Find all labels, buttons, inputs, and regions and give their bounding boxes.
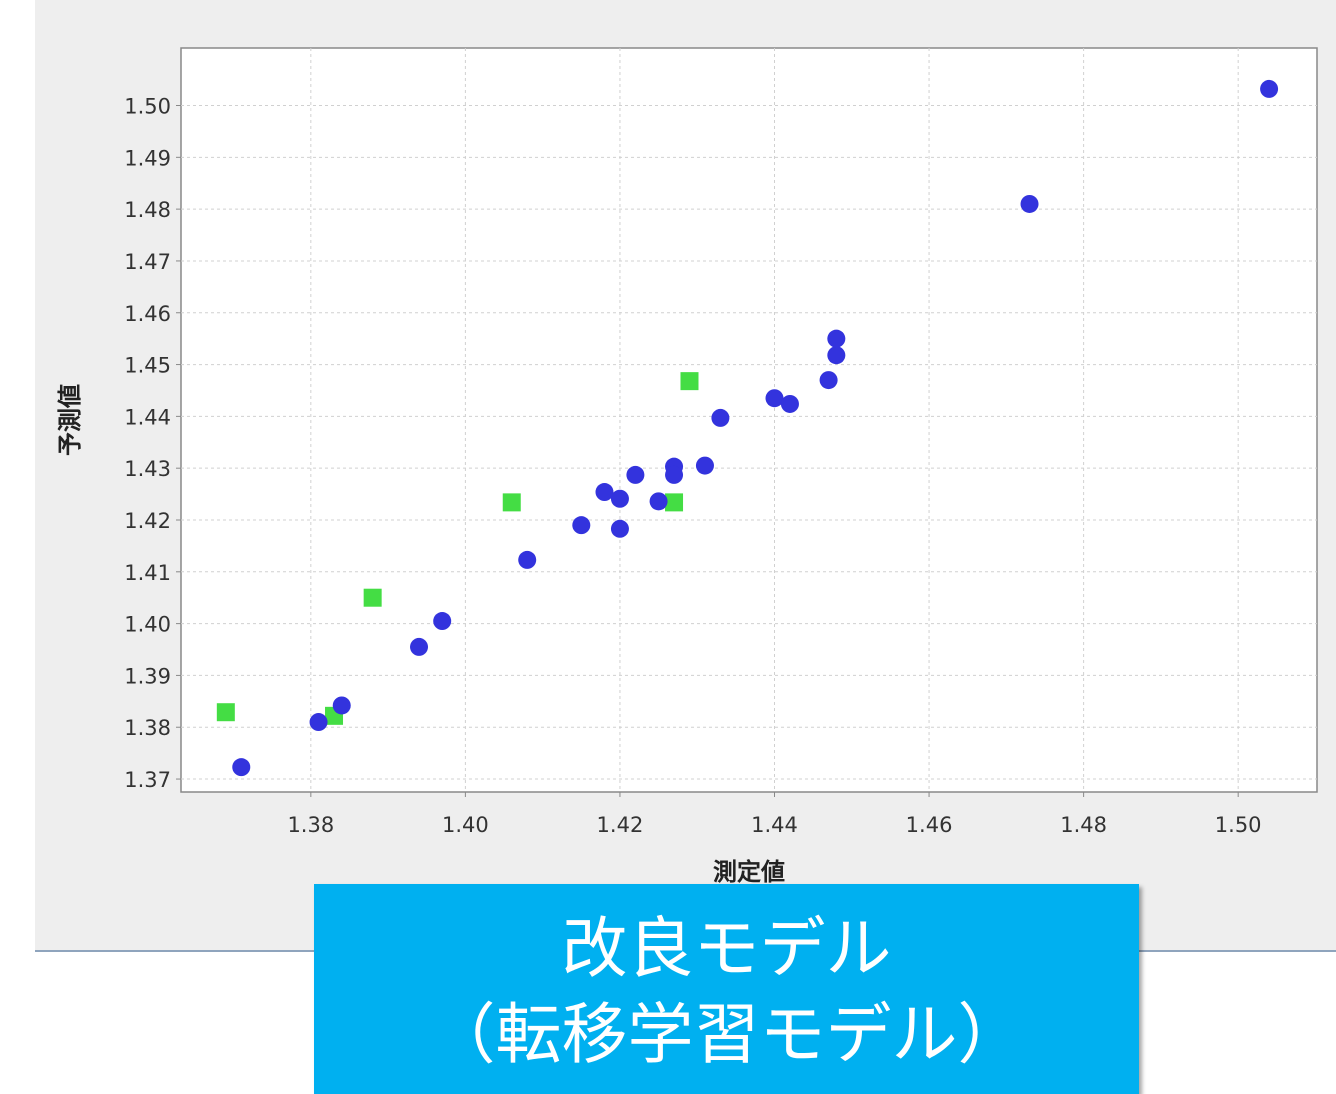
data-point-circle (819, 371, 838, 390)
data-point-circle (410, 637, 429, 656)
x-tick-label: 1.40 (442, 813, 489, 837)
data-point-circle (665, 465, 684, 484)
data-point-circle (827, 329, 846, 348)
y-tick-label: 1.49 (124, 146, 171, 170)
x-tick-label: 1.42 (597, 813, 644, 837)
y-tick-label: 1.47 (124, 250, 171, 274)
y-tick-label: 1.41 (124, 561, 171, 585)
y-tick-label: 1.50 (124, 95, 171, 119)
data-point-circle (610, 489, 629, 508)
data-point-circle (232, 758, 251, 777)
data-point-circle (780, 394, 799, 413)
data-point-circle (1020, 194, 1039, 213)
data-point-square (680, 372, 699, 391)
y-tick-label: 1.42 (124, 509, 171, 533)
y-tick-label: 1.45 (124, 354, 171, 378)
data-point-circle (765, 389, 784, 408)
caption-box: 改良モデル （転移学習モデル） (314, 884, 1139, 1094)
x-tick-label: 1.38 (287, 813, 334, 837)
data-point-square (665, 493, 684, 512)
x-axis-ticks: 1.38 1.40 1.42 1.44 1.46 1.48 1.50 (287, 813, 1261, 837)
data-point-circle (649, 492, 668, 511)
y-axis-title: 予測値 (56, 384, 84, 456)
data-point-circle (332, 696, 351, 715)
y-tick-label: 1.48 (124, 198, 171, 222)
x-axis-title: 測定値 (713, 858, 785, 886)
data-point-square (363, 588, 382, 607)
data-point-circle (610, 519, 629, 538)
data-point-circle (626, 465, 645, 484)
data-points (216, 79, 1279, 777)
y-tick-label: 1.38 (124, 716, 171, 740)
data-point-square (216, 703, 235, 722)
grid-lines (176, 48, 1317, 797)
x-tick-label: 1.50 (1215, 813, 1262, 837)
y-tick-label: 1.44 (124, 405, 171, 429)
data-point-circle (1260, 79, 1279, 98)
data-point-square (502, 493, 521, 512)
data-point-circle (695, 456, 714, 475)
data-point-circle (572, 516, 591, 535)
y-tick-label: 1.39 (124, 664, 171, 688)
data-point-circle (433, 612, 452, 631)
x-tick-label: 1.48 (1060, 813, 1107, 837)
y-tick-label: 1.43 (124, 457, 171, 481)
y-tick-label: 1.37 (124, 768, 171, 792)
y-axis-ticks: 1.37 1.38 1.39 1.40 1.41 1.42 1.43 1.44 1.45 1.46… (124, 95, 171, 793)
plot-area (180, 47, 1318, 793)
x-tick-label: 1.44 (751, 813, 798, 837)
data-point-circle (827, 346, 846, 365)
data-point-circle (711, 408, 730, 427)
data-point-circle (309, 713, 328, 732)
data-point-circle (518, 550, 537, 569)
caption-line-1: 改良モデル (561, 910, 892, 987)
y-tick-label: 1.46 (124, 302, 171, 326)
data-point-circle (595, 483, 614, 502)
x-tick-label: 1.46 (906, 813, 953, 837)
caption-line-2: （転移学習モデル） (429, 996, 1024, 1073)
y-tick-label: 1.40 (124, 613, 171, 637)
